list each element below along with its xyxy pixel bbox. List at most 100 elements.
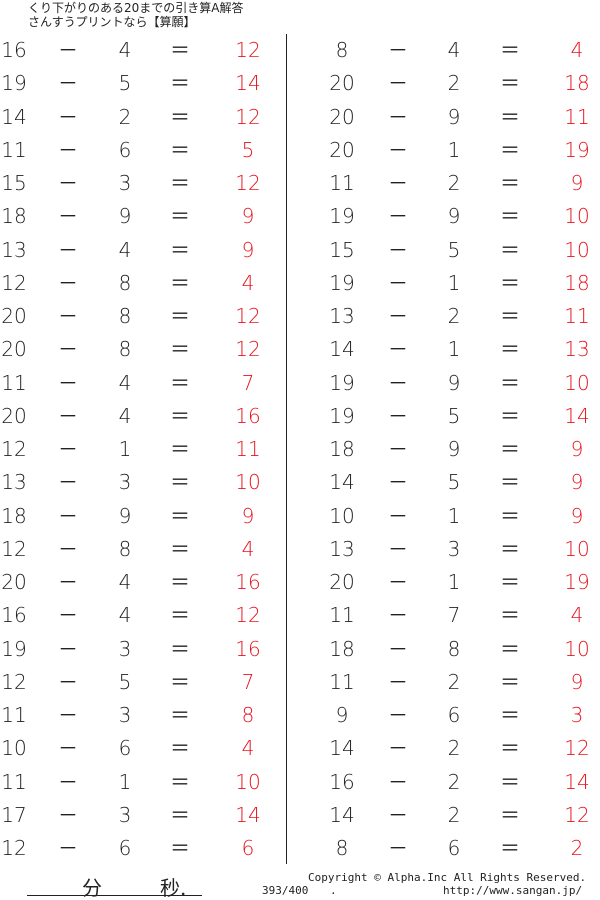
answer: 5 bbox=[241, 137, 255, 162]
minus-sign: － bbox=[388, 836, 408, 860]
answer: 9 bbox=[570, 470, 584, 495]
answer: 11 bbox=[564, 104, 590, 129]
subtrahend: 3 bbox=[118, 636, 132, 661]
equals-sign: ＝ bbox=[170, 137, 190, 162]
subtrahend: 1 bbox=[118, 437, 132, 461]
minuend: 20 bbox=[329, 104, 355, 129]
subtrahend: 5 bbox=[447, 470, 461, 495]
minuend: 16 bbox=[1, 603, 27, 628]
equals-sign: ＝ bbox=[170, 370, 190, 395]
subtrahend: 4 bbox=[118, 570, 132, 594]
answer: 7 bbox=[241, 669, 255, 694]
minuend: 16 bbox=[329, 769, 355, 794]
minus-sign: － bbox=[388, 403, 408, 428]
minus-sign: － bbox=[388, 137, 408, 162]
site-url[interactable]: http://www.sangan.jp/ bbox=[443, 884, 583, 897]
minus-sign: － bbox=[58, 437, 78, 461]
answer: 3 bbox=[570, 703, 584, 727]
minus-sign: － bbox=[58, 370, 78, 395]
minus-sign: － bbox=[58, 270, 78, 295]
minuend: 12 bbox=[1, 836, 27, 860]
minuend: 11 bbox=[1, 137, 27, 162]
answer: 11 bbox=[564, 304, 590, 328]
equals-sign: ＝ bbox=[500, 669, 520, 694]
equals-sign: ＝ bbox=[170, 403, 190, 428]
equals-sign: ＝ bbox=[500, 104, 520, 129]
minuend: 11 bbox=[329, 603, 355, 628]
minuend: 14 bbox=[329, 337, 355, 362]
minuend: 12 bbox=[1, 669, 27, 694]
answer: 12 bbox=[235, 603, 261, 628]
minus-sign: － bbox=[388, 304, 408, 328]
minus-sign: － bbox=[388, 503, 408, 528]
subtrahend: 8 bbox=[118, 270, 132, 295]
minuend: 13 bbox=[1, 237, 27, 262]
minuend: 10 bbox=[1, 736, 27, 761]
minus-sign: － bbox=[388, 703, 408, 727]
subtrahend: 2 bbox=[118, 104, 132, 129]
minus-sign: － bbox=[388, 437, 408, 461]
minuend: 13 bbox=[329, 304, 355, 328]
answer: 10 bbox=[235, 470, 261, 495]
subtrahend: 6 bbox=[447, 836, 461, 860]
answer: 4 bbox=[241, 536, 255, 561]
equals-sign: ＝ bbox=[170, 270, 190, 295]
minus-sign: － bbox=[58, 769, 78, 794]
answer: 7 bbox=[241, 370, 255, 395]
subtrahend: 2 bbox=[447, 802, 461, 827]
equals-sign: ＝ bbox=[500, 802, 520, 827]
subtrahend: 6 bbox=[118, 736, 132, 761]
minus-sign: － bbox=[388, 736, 408, 761]
answer: 9 bbox=[241, 204, 255, 229]
minuend: 15 bbox=[329, 237, 355, 262]
subtrahend: 9 bbox=[447, 370, 461, 395]
seconds-label: 秒. bbox=[160, 876, 187, 900]
equals-sign: ＝ bbox=[500, 769, 520, 794]
equals-sign: ＝ bbox=[500, 836, 520, 860]
equals-sign: ＝ bbox=[500, 304, 520, 328]
answer: 11 bbox=[235, 437, 261, 461]
minus-sign: － bbox=[388, 370, 408, 395]
answer: 19 bbox=[564, 570, 590, 594]
equals-sign: ＝ bbox=[500, 703, 520, 727]
answer: 12 bbox=[564, 802, 590, 827]
minuend: 18 bbox=[1, 204, 27, 229]
minuend: 19 bbox=[329, 204, 355, 229]
minus-sign: － bbox=[58, 38, 78, 62]
equals-sign: ＝ bbox=[500, 736, 520, 761]
equals-sign: ＝ bbox=[170, 237, 190, 262]
minuend: 19 bbox=[329, 403, 355, 428]
worksheet-title: くり下がりのある20までの引き算A解答 bbox=[28, 1, 244, 15]
subtrahend: 2 bbox=[447, 769, 461, 794]
equals-sign: ＝ bbox=[170, 836, 190, 860]
minus-sign: － bbox=[58, 337, 78, 362]
answer: 14 bbox=[564, 769, 590, 794]
answer: 10 bbox=[235, 769, 261, 794]
minus-sign: － bbox=[388, 270, 408, 295]
equals-sign: ＝ bbox=[170, 204, 190, 229]
minus-sign: － bbox=[388, 636, 408, 661]
subtrahend: 9 bbox=[447, 104, 461, 129]
subtrahend: 9 bbox=[447, 204, 461, 229]
subtrahend: 3 bbox=[118, 470, 132, 495]
answer: 12 bbox=[235, 337, 261, 362]
subtrahend: 3 bbox=[447, 536, 461, 561]
minuend: 19 bbox=[329, 370, 355, 395]
equals-sign: ＝ bbox=[170, 503, 190, 528]
equals-sign: ＝ bbox=[170, 171, 190, 195]
answer: 10 bbox=[564, 536, 590, 561]
minuend: 10 bbox=[329, 503, 355, 528]
answer: 16 bbox=[235, 570, 261, 594]
minuend: 19 bbox=[1, 636, 27, 661]
minus-sign: － bbox=[58, 171, 78, 195]
answer: 19 bbox=[564, 137, 590, 162]
subtrahend: 8 bbox=[118, 337, 132, 362]
equals-sign: ＝ bbox=[500, 270, 520, 295]
equals-sign: ＝ bbox=[170, 104, 190, 129]
subtrahend: 2 bbox=[447, 304, 461, 328]
answer: 4 bbox=[241, 270, 255, 295]
answer: 12 bbox=[235, 171, 261, 195]
minus-sign: － bbox=[388, 204, 408, 229]
subtrahend: 7 bbox=[447, 603, 461, 628]
